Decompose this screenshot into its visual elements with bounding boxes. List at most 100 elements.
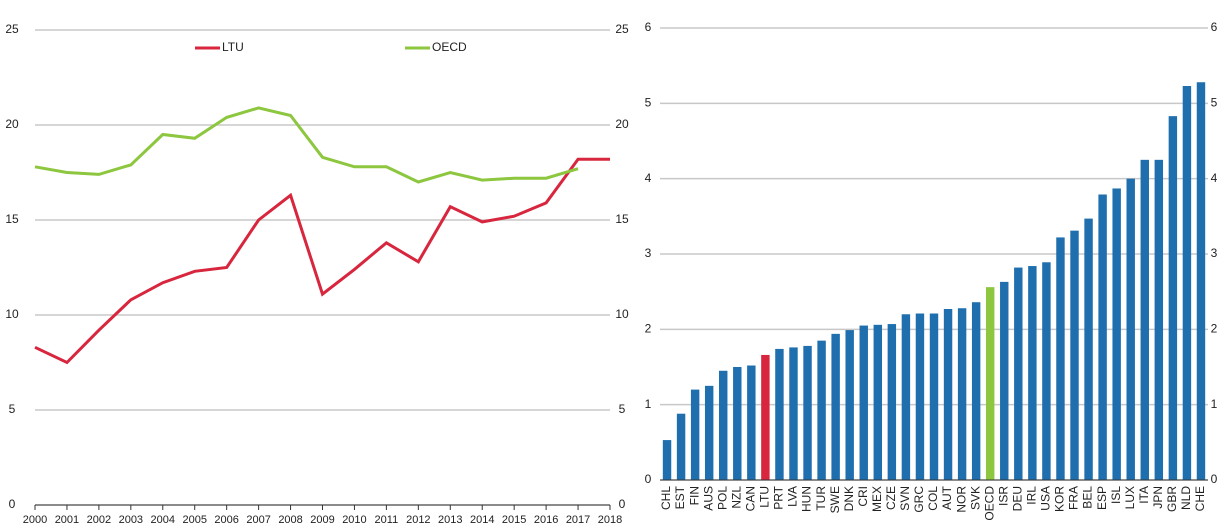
- bar: [1196, 82, 1206, 481]
- y2-tick-label: 1: [1211, 397, 1218, 411]
- x-tick-label: 2018: [598, 514, 622, 526]
- bar: [1182, 86, 1192, 481]
- legend-label: OECD: [432, 40, 467, 54]
- x-tick-label: CHL: [659, 486, 673, 510]
- y-tick-label: 2: [645, 322, 652, 336]
- x-tick-label: SWE: [828, 486, 842, 513]
- bar: [1154, 159, 1164, 481]
- x-tick-label: 2016: [534, 514, 558, 526]
- x-tick-label: 2003: [119, 514, 143, 526]
- x-tick-label: 2014: [470, 514, 494, 526]
- bar: [1168, 116, 1178, 480]
- x-tick-label: TUR: [814, 486, 828, 511]
- x-tick-label: 2015: [502, 514, 526, 526]
- bar: [887, 324, 897, 480]
- x-tick-label: LUX: [1123, 486, 1137, 509]
- y2-tick-label: 0: [1211, 472, 1218, 486]
- bar: [971, 302, 981, 480]
- y2-tick-label: 10: [615, 307, 629, 321]
- y-tick-label: 1: [645, 397, 652, 411]
- x-tick-label: 2017: [566, 514, 590, 526]
- x-tick-label: ITA: [1137, 486, 1151, 504]
- x-tick-label: USA: [1039, 486, 1053, 511]
- y-tick-label: 0: [9, 497, 16, 511]
- y-tick-label: 10: [5, 307, 19, 321]
- x-tick-label: 2001: [55, 514, 79, 526]
- bar: [1014, 267, 1023, 480]
- x-tick-label: CRI: [856, 486, 870, 507]
- x-tick-label: DEU: [1010, 486, 1024, 511]
- bar: [1042, 262, 1051, 480]
- x-tick-label: 2000: [23, 514, 47, 526]
- y2-tick-label: 4: [1211, 171, 1218, 185]
- bar: [1084, 218, 1093, 481]
- y-tick-label: 5: [9, 402, 16, 416]
- x-tick-label: CZE: [884, 486, 898, 510]
- bar: [690, 389, 700, 480]
- bar: [1056, 237, 1065, 480]
- y2-tick-label: 5: [1211, 96, 1218, 110]
- x-tick-label: LTU: [758, 486, 772, 508]
- bar: [957, 308, 967, 480]
- x-tick-label: MEX: [870, 486, 884, 512]
- bar: [901, 314, 911, 480]
- x-tick-label: AUT: [940, 485, 954, 510]
- bar: [1098, 194, 1107, 480]
- bar: [1126, 178, 1135, 480]
- y2-tick-label: 20: [615, 117, 629, 131]
- bar: [761, 354, 770, 480]
- bar: [817, 340, 826, 480]
- x-tick-label: JPN: [1151, 486, 1165, 509]
- bar: [915, 313, 925, 480]
- y-tick-label: 3: [645, 246, 652, 260]
- bar: [789, 347, 798, 480]
- x-tick-label: 2002: [87, 514, 111, 526]
- x-tick-label: FIN: [687, 486, 701, 505]
- x-tick-label: 2004: [151, 514, 175, 526]
- x-tick-label: NZL: [729, 486, 743, 509]
- bar: [943, 308, 953, 480]
- bar: [929, 313, 939, 480]
- x-tick-label: SVK: [968, 486, 982, 510]
- x-tick-label: 2013: [438, 514, 462, 526]
- bar: [1112, 188, 1121, 480]
- x-tick-label: AUS: [701, 486, 715, 511]
- x-tick-label: NOR: [954, 486, 968, 513]
- y2-tick-label: 6: [1211, 20, 1218, 34]
- x-tick-label: DNK: [842, 486, 856, 511]
- y2-tick-label: 15: [615, 212, 629, 226]
- line: [34, 106, 579, 184]
- y-tick-label: 5: [645, 96, 652, 110]
- x-tick-label: ISL: [1109, 486, 1123, 504]
- bar: [803, 345, 812, 480]
- x-tick-label: NLD: [1179, 486, 1193, 510]
- x-tick-label: IRL: [1025, 486, 1039, 505]
- x-tick-label: 2010: [342, 514, 366, 526]
- x-tick-label: CHE: [1193, 486, 1207, 511]
- bar: [873, 324, 883, 480]
- x-tick-label: 2006: [214, 514, 238, 526]
- y-tick-label: 0: [645, 472, 652, 486]
- y-tick-label: 20: [5, 117, 19, 131]
- x-tick-label: 2012: [406, 514, 430, 526]
- bar: [1140, 159, 1149, 481]
- x-tick-label: EST: [673, 485, 687, 509]
- bar: [845, 330, 854, 480]
- bar: [831, 333, 840, 480]
- y2-tick-label: 25: [615, 22, 629, 36]
- bar: [859, 325, 868, 480]
- bar: [747, 365, 756, 480]
- y-tick-label: 6: [645, 20, 652, 34]
- line: [34, 157, 610, 365]
- bar: [676, 413, 686, 480]
- bar: [704, 385, 714, 480]
- x-tick-label: 2008: [278, 514, 302, 526]
- x-tick-label: OECD: [982, 486, 996, 521]
- x-tick-label: KOR: [1053, 486, 1067, 512]
- y-tick-label: 25: [5, 22, 19, 36]
- x-tick-label: HUN: [800, 486, 814, 512]
- bar: [985, 287, 995, 480]
- bar: [775, 348, 784, 480]
- x-tick-label: BEL: [1081, 486, 1095, 509]
